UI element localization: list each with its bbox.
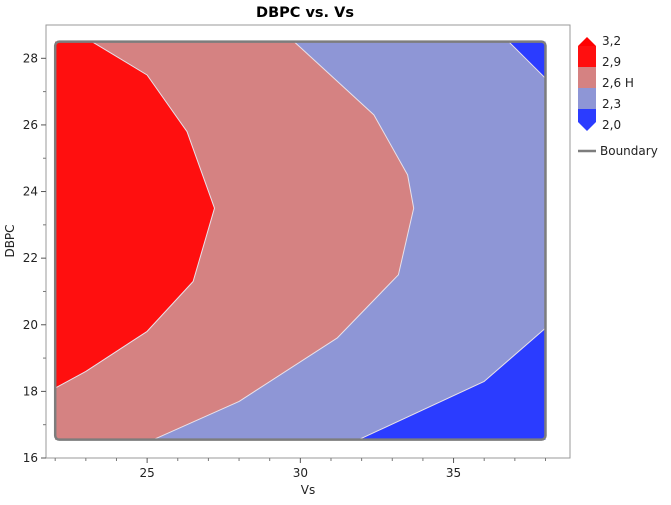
y-axis: 16 18 20 22 24 26 28 bbox=[23, 51, 46, 465]
legend-swatch bbox=[578, 109, 596, 122]
y-tick-label: 24 bbox=[23, 185, 38, 199]
legend-swatch bbox=[578, 88, 596, 109]
x-tick-label: 30 bbox=[293, 466, 308, 480]
region-2-9 bbox=[55, 41, 215, 389]
region-2-0-bottom bbox=[358, 328, 546, 440]
x-tick-label: 25 bbox=[139, 466, 154, 480]
x-axis: 25 30 35 bbox=[54, 458, 546, 480]
legend-swatch bbox=[578, 67, 596, 88]
chart-title: DBPC vs. Vs bbox=[256, 5, 354, 21]
legend-label: 2,9 bbox=[602, 55, 621, 69]
legend: 3,2 2,9 2,6 H 2,3 2,0 Boundary bbox=[578, 34, 658, 158]
y-tick-label: 16 bbox=[23, 451, 38, 465]
contour-regions bbox=[54, 41, 546, 441]
y-tick-label: 18 bbox=[23, 384, 38, 398]
plot-area bbox=[45, 24, 571, 459]
legend-label: 3,2 bbox=[602, 34, 621, 48]
legend-label: Boundary bbox=[600, 144, 658, 158]
legend-label: 2,6 H bbox=[602, 76, 634, 90]
legend-swatch bbox=[578, 46, 596, 67]
legend-label: 2,0 bbox=[602, 118, 621, 132]
contour-line bbox=[358, 327, 546, 441]
legend-arrow-top bbox=[578, 37, 596, 46]
y-tick-label: 26 bbox=[23, 118, 38, 132]
legend-arrow-bottom bbox=[578, 122, 596, 131]
x-tick-label: 35 bbox=[446, 466, 461, 480]
boundary-outline bbox=[53, 40, 547, 441]
boundary-layer bbox=[53, 40, 547, 441]
contour-line bbox=[153, 41, 415, 441]
y-axis-label: DBPC bbox=[3, 224, 17, 257]
y-tick-label: 28 bbox=[23, 51, 38, 65]
contour-line bbox=[54, 41, 215, 389]
y-tick-label: 20 bbox=[23, 318, 38, 332]
contour-line bbox=[508, 41, 546, 79]
y-tick-label: 22 bbox=[23, 251, 38, 265]
x-axis-label: Vs bbox=[301, 483, 315, 497]
legend-label: 2,3 bbox=[602, 97, 621, 111]
